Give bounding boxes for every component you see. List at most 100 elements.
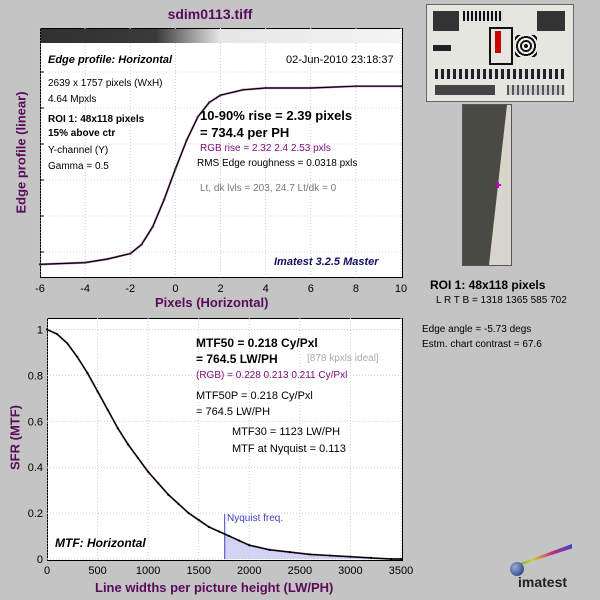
edge-profile-point xyxy=(106,257,109,261)
mtf-point xyxy=(369,556,372,559)
nyquist-region xyxy=(224,531,401,559)
edge-version: Imatest 3.2.5 Master xyxy=(274,256,379,268)
mtf-x-tick-label: 2000 xyxy=(237,565,261,577)
mtf-point xyxy=(167,493,170,496)
edge-x-tick-label: 0 xyxy=(172,283,178,295)
chart-contrast: Estm. chart contrast = 67.6 xyxy=(422,339,542,350)
mtf-rgb: (RGB) = 0.228 0.213 0.211 Cy/Pxl xyxy=(196,370,348,381)
roi-center-marker xyxy=(495,182,501,188)
edge-roi-pos: 15% above ctr xyxy=(48,128,116,139)
roi-lrtb: L R T B = 1318 1365 585 702 xyxy=(436,295,567,306)
window-title: sdim0113.tiff xyxy=(167,6,253,22)
mtf-y-tick-label: 0.4 xyxy=(28,462,43,474)
edge-x-tick-label: -2 xyxy=(125,283,135,295)
edge-levels: Lt, dk lvls = 203, 24.7 Lt/dk = 0 xyxy=(200,183,337,194)
mtf-y-tick-label: 1 xyxy=(37,324,43,336)
edge-x-tick-label: 4 xyxy=(263,283,269,295)
edge-angle: Edge angle = -5.73 degs xyxy=(422,324,532,335)
edge-profile-point xyxy=(196,115,200,119)
mtf50-cy: MTF50 = 0.218 Cy/Pxl xyxy=(196,336,318,350)
edge-x-tick-label: 8 xyxy=(353,283,359,295)
mtf-nyquist-value: MTF at Nyquist = 0.113 xyxy=(232,443,346,455)
mtf-x-tick-label: 1500 xyxy=(186,565,210,577)
edge-profile-point xyxy=(264,86,267,90)
mtf-point xyxy=(116,427,119,430)
edge-profile-point xyxy=(140,243,143,246)
mtf-y-tick-label: 0.2 xyxy=(28,508,43,520)
logo-dot-icon xyxy=(510,562,524,576)
edge-profile-point xyxy=(129,252,132,255)
mtf-point xyxy=(197,518,200,522)
edge-profile-point xyxy=(151,225,155,228)
edge-profile-point xyxy=(162,198,166,201)
nyquist-label: Nyquist freq. xyxy=(227,513,284,524)
mtf-point xyxy=(238,539,241,542)
edge-channel: Y-channel (Y) xyxy=(48,145,109,156)
edge-rise-pixels: 10-90% rise = 2.39 pixels xyxy=(200,108,353,123)
mtf-x-tick-label: 2500 xyxy=(288,565,312,577)
logo-text: imatest xyxy=(518,574,568,590)
mtf-point xyxy=(399,557,403,561)
mtf-point xyxy=(227,534,231,538)
mtf-point xyxy=(147,470,150,473)
mtf-point xyxy=(389,557,392,561)
edge-profile-point xyxy=(208,101,211,104)
edge-gamma: Gamma = 0.5 xyxy=(48,161,109,172)
mtf-panel-title: MTF: Horizontal xyxy=(55,536,146,550)
edge-profile-point xyxy=(241,88,245,92)
mtf-point xyxy=(349,555,352,558)
edge-date: 02-Jun-2010 23:18:37 xyxy=(286,54,394,66)
mtf-x-tick-label: 0 xyxy=(44,565,50,577)
mtf-point xyxy=(217,530,221,533)
mtf50p-lw: = 764.5 LW/PH xyxy=(196,406,271,418)
roi-image xyxy=(462,104,512,266)
edge-x-tick-label: -4 xyxy=(80,283,90,295)
mtf-x-tick-label: 1000 xyxy=(136,565,160,577)
edge-profile-point xyxy=(38,263,42,266)
edge-panel-title: Edge profile: Horizontal xyxy=(48,54,173,66)
edge-profile-point xyxy=(174,167,177,171)
mtf50p-cy: MTF50P = 0.218 Cy/Pxl xyxy=(196,390,313,402)
edge-x-tick-label: -6 xyxy=(35,283,45,295)
edge-roughness: RMS Edge roughness = 0.0318 pxls xyxy=(197,158,358,169)
mtf-y-tick-label: 0 xyxy=(37,554,43,566)
mtf-y-axis-label: SFR (MTF) xyxy=(7,405,23,470)
mtf-point xyxy=(268,548,271,551)
edge-roi-label: ROI 1: 48x118 pixels xyxy=(48,114,145,125)
mtf-point xyxy=(126,443,130,446)
chart-thumbnail xyxy=(426,4,574,102)
edge-intensity-strip xyxy=(41,29,400,43)
edge-info-size: 2639 x 1757 pixels (WxH) xyxy=(48,78,163,89)
mtf-point xyxy=(86,371,89,375)
mtf-point xyxy=(288,551,291,554)
mtf-point xyxy=(136,456,140,460)
mtf-point xyxy=(329,554,332,557)
edge-rise-ph: = 734.4 per PH xyxy=(200,125,290,140)
mtf50-lw: = 764.5 LW/PH xyxy=(196,352,278,366)
mtf-ideal: [878 kpxls ideal] xyxy=(307,353,379,364)
imatest-logo: imatest xyxy=(508,544,574,594)
edge-rgb-rise: RGB rise = 2.32 2.4 2.53 pxls xyxy=(200,143,331,154)
edge-x-axis-label: Pixels (Horizontal) xyxy=(155,295,269,310)
mtf-point xyxy=(56,332,59,336)
mtf-point xyxy=(177,502,180,506)
mtf-x-tick-label: 500 xyxy=(88,565,106,577)
mtf-y-tick-label: 0.6 xyxy=(28,416,43,428)
edge-x-tick-label: 10 xyxy=(395,283,407,295)
edge-info-mpxls: 4.64 Mpxls xyxy=(48,94,97,105)
edge-profile-panel xyxy=(40,28,403,278)
mtf-point xyxy=(66,342,69,345)
mtf-x-axis-label: Line widths per picture height (LW/PH) xyxy=(95,580,334,595)
mtf-point xyxy=(248,544,251,547)
mtf-x-tick-label: 3500 xyxy=(389,565,413,577)
roi-title: ROI 1: 48x118 pixels xyxy=(430,278,546,292)
mtf-point xyxy=(308,553,312,556)
edge-profile-point xyxy=(399,85,403,88)
mtf-point xyxy=(187,511,190,515)
mtf-point xyxy=(207,525,210,528)
edge-profile-point xyxy=(83,261,87,264)
edge-x-tick-label: 2 xyxy=(217,283,223,295)
edge-profile-point xyxy=(309,86,312,90)
mtf30: MTF30 = 1123 LW/PH xyxy=(232,426,341,438)
